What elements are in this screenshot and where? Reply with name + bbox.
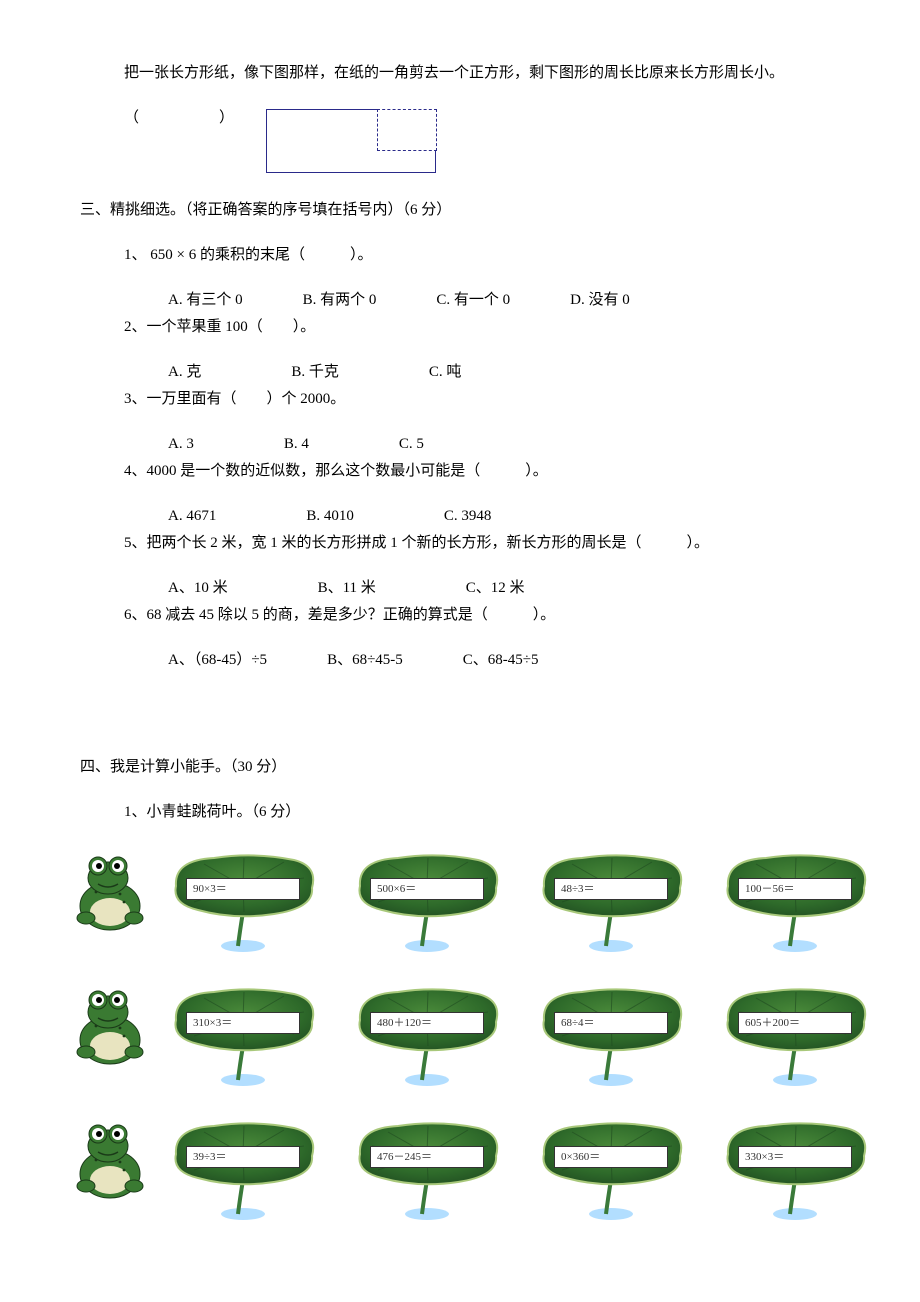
s3-q1-d[interactable]: D. 没有 0	[570, 287, 630, 314]
tf-q5-answer[interactable]: （ ）	[124, 105, 238, 132]
s3-q4-a[interactable]: A. 4671	[168, 503, 216, 530]
lily-row: 90×3＝ 500×6＝ 48÷3＝	[70, 850, 840, 958]
lily-pads: 310×3＝ 480＋120＝ 68÷4＝	[164, 984, 874, 1092]
lily-pad-expression[interactable]: 0×360＝	[554, 1146, 668, 1168]
s3-q2-c[interactable]: C. 吨	[429, 359, 462, 386]
lily-pad-expression[interactable]: 605＋200＝	[738, 1012, 852, 1034]
s3-q5-a[interactable]: A、10 米	[168, 575, 228, 602]
lily-pad-grid: 90×3＝ 500×6＝ 48÷3＝	[70, 850, 840, 1226]
s3-q4-b[interactable]: B. 4010	[306, 503, 354, 530]
s3-q6-c[interactable]: C、68-45÷5	[463, 647, 539, 674]
frog-icon	[70, 1118, 148, 1202]
s3-q6-opts: A、（68-45）÷5 B、68÷45-5 C、68-45÷5	[80, 647, 840, 674]
lily-row: 39÷3＝ 476－245＝ 0×360＝	[70, 1118, 840, 1226]
s3-q1-a[interactable]: A. 有三个 0	[168, 287, 243, 314]
s3-q5-stem: 5、把两个长 2 米，宽 1 米的长方形拼成 1 个新的长方形，新长方形的周长是…	[80, 530, 840, 557]
s3-q1-b[interactable]: B. 有两个 0	[303, 287, 377, 314]
s3-q6-stem: 6、68 减去 45 除以 5 的商，差是多少？正确的算式是（ ）。	[80, 602, 840, 629]
lily-pads: 39÷3＝ 476－245＝ 0×360＝	[164, 1118, 874, 1226]
lily-row: 310×3＝ 480＋120＝ 68÷4＝	[70, 984, 840, 1092]
s3-q4-stem: 4、4000 是一个数的近似数，那么这个数最小可能是（ ）。	[80, 458, 840, 485]
lily-pad-expression[interactable]: 476－245＝	[370, 1146, 484, 1168]
lily-pad: 39÷3＝	[164, 1118, 322, 1226]
section4-head: 四、我是计算小能手。（30 分）	[80, 754, 840, 781]
lily-pad: 500×6＝	[348, 850, 506, 958]
lily-pad: 68÷4＝	[532, 984, 690, 1092]
frog-icon	[70, 984, 148, 1068]
s3-q1-opts: A. 有三个 0 B. 有两个 0 C. 有一个 0 D. 没有 0	[80, 287, 840, 314]
lily-pad-expression[interactable]: 480＋120＝	[370, 1012, 484, 1034]
lily-pad: 330×3＝	[716, 1118, 874, 1226]
s3-q2-opts: A. 克 B. 千克 C. 吨	[80, 359, 840, 386]
frog-icon	[70, 850, 148, 934]
lily-pad: 605＋200＝	[716, 984, 874, 1092]
lily-pad: 0×360＝	[532, 1118, 690, 1226]
s3-q5-opts: A、10 米 B、11 米 C、12 米	[80, 575, 840, 602]
s3-q2-stem: 2、一个苹果重 100（ ）。	[80, 314, 840, 341]
s3-q1-stem: 1、 650 × 6 的乘积的末尾（ ）。	[80, 242, 840, 269]
lily-pad-expression[interactable]: 500×6＝	[370, 878, 484, 900]
lily-pad-expression[interactable]: 48÷3＝	[554, 878, 668, 900]
section3-head: 三、精挑细选。（将正确答案的序号填在括号内）（6 分）	[80, 197, 840, 224]
lily-pad-expression[interactable]: 310×3＝	[186, 1012, 300, 1034]
lily-pad-expression[interactable]: 68÷4＝	[554, 1012, 668, 1034]
s3-q3-a[interactable]: A. 3	[168, 431, 194, 458]
lily-pad: 476－245＝	[348, 1118, 506, 1226]
s3-q5-c[interactable]: C、12 米	[466, 575, 525, 602]
s3-q3-b[interactable]: B. 4	[284, 431, 309, 458]
lily-pad: 310×3＝	[164, 984, 322, 1092]
section4-sub1: 1、小青蛙跳荷叶。（6 分）	[80, 799, 840, 826]
s3-q2-b[interactable]: B. 千克	[291, 359, 339, 386]
lily-pads: 90×3＝ 500×6＝ 48÷3＝	[164, 850, 874, 958]
lily-pad-expression[interactable]: 330×3＝	[738, 1146, 852, 1168]
tf-q5: 把一张长方形纸，像下图那样，在纸的一角剪去一个正方形，剩下图形的周长比原来长方形…	[80, 60, 840, 87]
s3-q3-stem: 3、一万里面有（ ）个 2000。	[80, 386, 840, 413]
s3-q1-c[interactable]: C. 有一个 0	[436, 287, 510, 314]
lily-pad-expression[interactable]: 90×3＝	[186, 878, 300, 900]
tf-q5-text: 把一张长方形纸，像下图那样，在纸的一角剪去一个正方形，剩下图形的周长比原来长方形…	[124, 65, 784, 81]
rect-cut-diagram	[266, 109, 436, 173]
lily-pad-expression[interactable]: 100－56＝	[738, 878, 852, 900]
s3-q3-opts: A. 3 B. 4 C. 5	[80, 431, 840, 458]
s3-q6-a[interactable]: A、（68-45）÷5	[168, 647, 267, 674]
lily-pad-expression[interactable]: 39÷3＝	[186, 1146, 300, 1168]
lily-pad: 480＋120＝	[348, 984, 506, 1092]
s3-q3-c[interactable]: C. 5	[399, 431, 424, 458]
s3-q5-b[interactable]: B、11 米	[318, 575, 376, 602]
tf-q5-answer-row: （ ）	[80, 105, 840, 173]
lily-pad: 90×3＝	[164, 850, 322, 958]
s3-q4-c[interactable]: C. 3948	[444, 503, 492, 530]
s3-q6-b[interactable]: B、68÷45-5	[327, 647, 403, 674]
s3-q2-a[interactable]: A. 克	[168, 359, 201, 386]
lily-pad: 48÷3＝	[532, 850, 690, 958]
lily-pad: 100－56＝	[716, 850, 874, 958]
s3-q4-opts: A. 4671 B. 4010 C. 3948	[80, 503, 840, 530]
